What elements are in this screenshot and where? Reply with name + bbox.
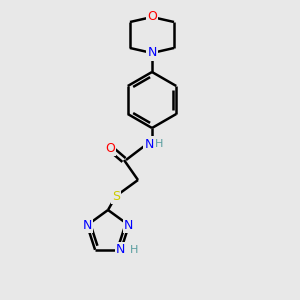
Text: H: H	[130, 245, 138, 255]
Text: H: H	[155, 139, 163, 149]
Text: N: N	[82, 219, 92, 232]
Text: O: O	[105, 142, 115, 154]
Text: N: N	[147, 46, 157, 59]
Text: N: N	[124, 219, 134, 232]
Text: O: O	[147, 11, 157, 23]
Text: N: N	[144, 137, 154, 151]
Text: S: S	[112, 190, 120, 202]
Text: N: N	[116, 243, 126, 256]
